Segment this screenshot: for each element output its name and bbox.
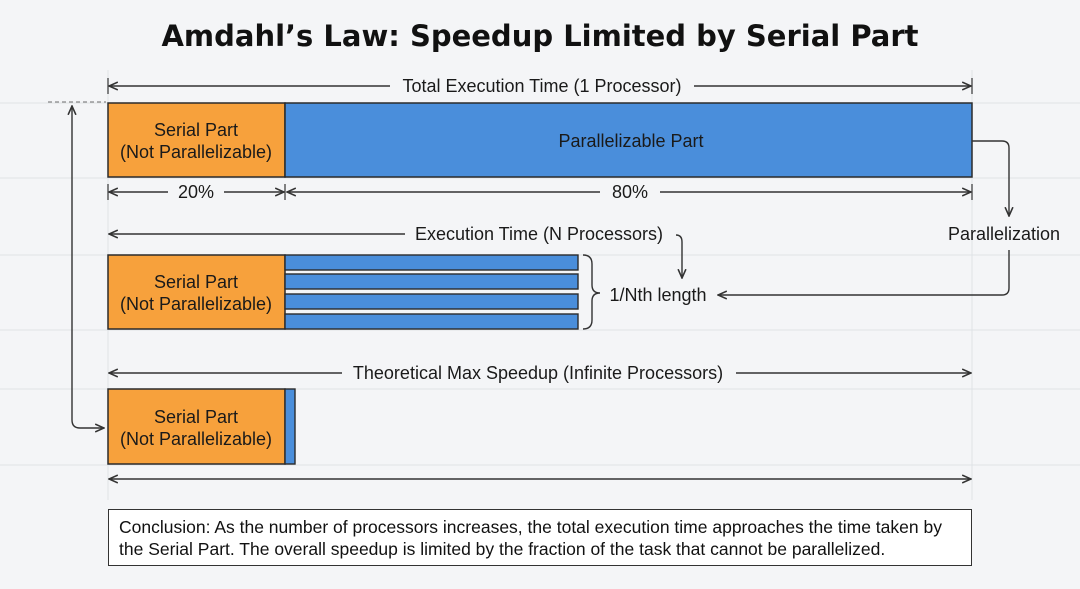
n-time-label: Execution Time (N Processors) bbox=[415, 224, 663, 244]
parallel-lane-1 bbox=[284, 254, 579, 271]
row-n-processors: Execution Time (N Processors) Serial Par… bbox=[107, 224, 707, 330]
serial-percent: 20% bbox=[178, 182, 214, 202]
parallel-lane-2 bbox=[284, 273, 579, 290]
serial-part-block-2 bbox=[107, 254, 286, 330]
parallel-sliver bbox=[284, 388, 296, 465]
lanes-brace bbox=[582, 254, 601, 330]
total-time-label: Total Execution Time (1 Processor) bbox=[402, 76, 681, 96]
parallel-part-block bbox=[284, 102, 973, 178]
serial-part-label-line2: (Not Parallelizable) bbox=[120, 142, 272, 162]
serial-part-label-line1: Serial Part bbox=[154, 272, 238, 292]
conclusion-text: Conclusion: As the number of processors … bbox=[119, 517, 942, 559]
diagram-title: Amdahl’s Law: Speedup Limited by Serial … bbox=[161, 19, 918, 53]
serial-part-label-line2: (Not Parallelizable) bbox=[120, 294, 272, 314]
serial-part-label-line1: Serial Part bbox=[154, 120, 238, 140]
serial-part-label-line2: (Not Parallelizable) bbox=[120, 429, 272, 449]
parallelization-connector: Parallelization bbox=[718, 140, 1060, 295]
parallel-percent: 80% bbox=[612, 182, 648, 202]
conclusion-box: Conclusion: As the number of processors … bbox=[108, 509, 972, 566]
left-return-arrow bbox=[48, 101, 106, 428]
row-infinite-processors: Theoretical Max Speedup (Infinite Proces… bbox=[107, 363, 971, 479]
row-one-processor: Total Execution Time (1 Processor) Seria… bbox=[107, 76, 973, 202]
serial-part-block-1 bbox=[107, 102, 286, 178]
parallelization-label: Parallelization bbox=[948, 224, 1060, 244]
parallel-part-label: Parallelizable Part bbox=[558, 131, 703, 151]
nth-length-label: 1/Nth length bbox=[609, 285, 706, 305]
parallel-lane-4 bbox=[284, 313, 579, 330]
serial-part-label-line1: Serial Part bbox=[154, 407, 238, 427]
max-speedup-label: Theoretical Max Speedup (Infinite Proces… bbox=[353, 363, 723, 383]
parallel-lane-3 bbox=[284, 293, 579, 310]
